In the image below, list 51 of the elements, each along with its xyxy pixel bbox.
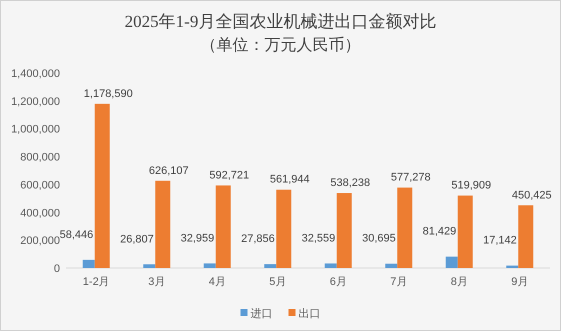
bar xyxy=(82,260,95,268)
data-label: 626,107 xyxy=(148,164,189,177)
bar xyxy=(216,185,231,268)
y-tick-label: 1,000,000 xyxy=(11,124,60,136)
chart-title: 2025年1-9月全国农业机械进出口金额对比 xyxy=(124,12,436,31)
data-label: 538,238 xyxy=(330,177,370,190)
data-label: 519,909 xyxy=(451,180,492,192)
x-tick-label: 1-2月 xyxy=(82,276,110,288)
data-label: 32,559 xyxy=(302,232,336,244)
data-label: 450,425 xyxy=(512,189,552,202)
x-tick-label: 3月 xyxy=(148,276,166,288)
bar xyxy=(94,104,110,268)
y-tick-label: 800,000 xyxy=(20,152,60,164)
y-tick-label: 400,000 xyxy=(20,207,60,220)
bar xyxy=(518,205,534,268)
data-label: 58,446 xyxy=(60,228,94,241)
bar xyxy=(155,180,170,268)
y-tick-label: 1,200,000 xyxy=(11,96,60,108)
bar xyxy=(324,263,337,268)
data-label: 592,721 xyxy=(209,169,250,182)
data-label: 17,142 xyxy=(483,234,517,247)
bar xyxy=(264,264,276,268)
x-tick-label: 7月 xyxy=(390,276,408,288)
legend-label: 出口 xyxy=(298,307,320,320)
data-label: 30,695 xyxy=(362,232,396,245)
data-label: 32,959 xyxy=(180,232,214,244)
y-tick-label: 1,400,000 xyxy=(11,68,60,80)
x-tick-label: 5月 xyxy=(269,276,286,288)
legend-label: 进口 xyxy=(250,307,272,320)
bar xyxy=(397,188,412,268)
bar xyxy=(204,263,216,268)
data-label: 81,429 xyxy=(422,226,456,238)
data-label: 561,944 xyxy=(270,174,310,186)
bar xyxy=(276,190,292,268)
y-tick-label: 0 xyxy=(54,263,60,275)
bar xyxy=(143,264,156,268)
y-tick-label: 200,000 xyxy=(20,235,60,248)
x-tick-label: 9月 xyxy=(511,276,528,288)
chart-subtitle: （单位：万元人民币） xyxy=(200,36,360,54)
bar xyxy=(385,264,398,268)
data-label: 26,807 xyxy=(120,233,154,246)
bar xyxy=(336,193,352,268)
x-tick-label: 8月 xyxy=(450,276,468,288)
bar xyxy=(446,256,458,268)
data-label: 1,178,590 xyxy=(84,88,133,100)
bar xyxy=(458,196,473,268)
x-tick-label: 6月 xyxy=(330,276,347,288)
data-label: 27,856 xyxy=(241,233,275,246)
data-label: 577,278 xyxy=(390,172,431,184)
x-tick-label: 4月 xyxy=(208,276,226,288)
y-tick-label: 600,000 xyxy=(20,179,60,192)
